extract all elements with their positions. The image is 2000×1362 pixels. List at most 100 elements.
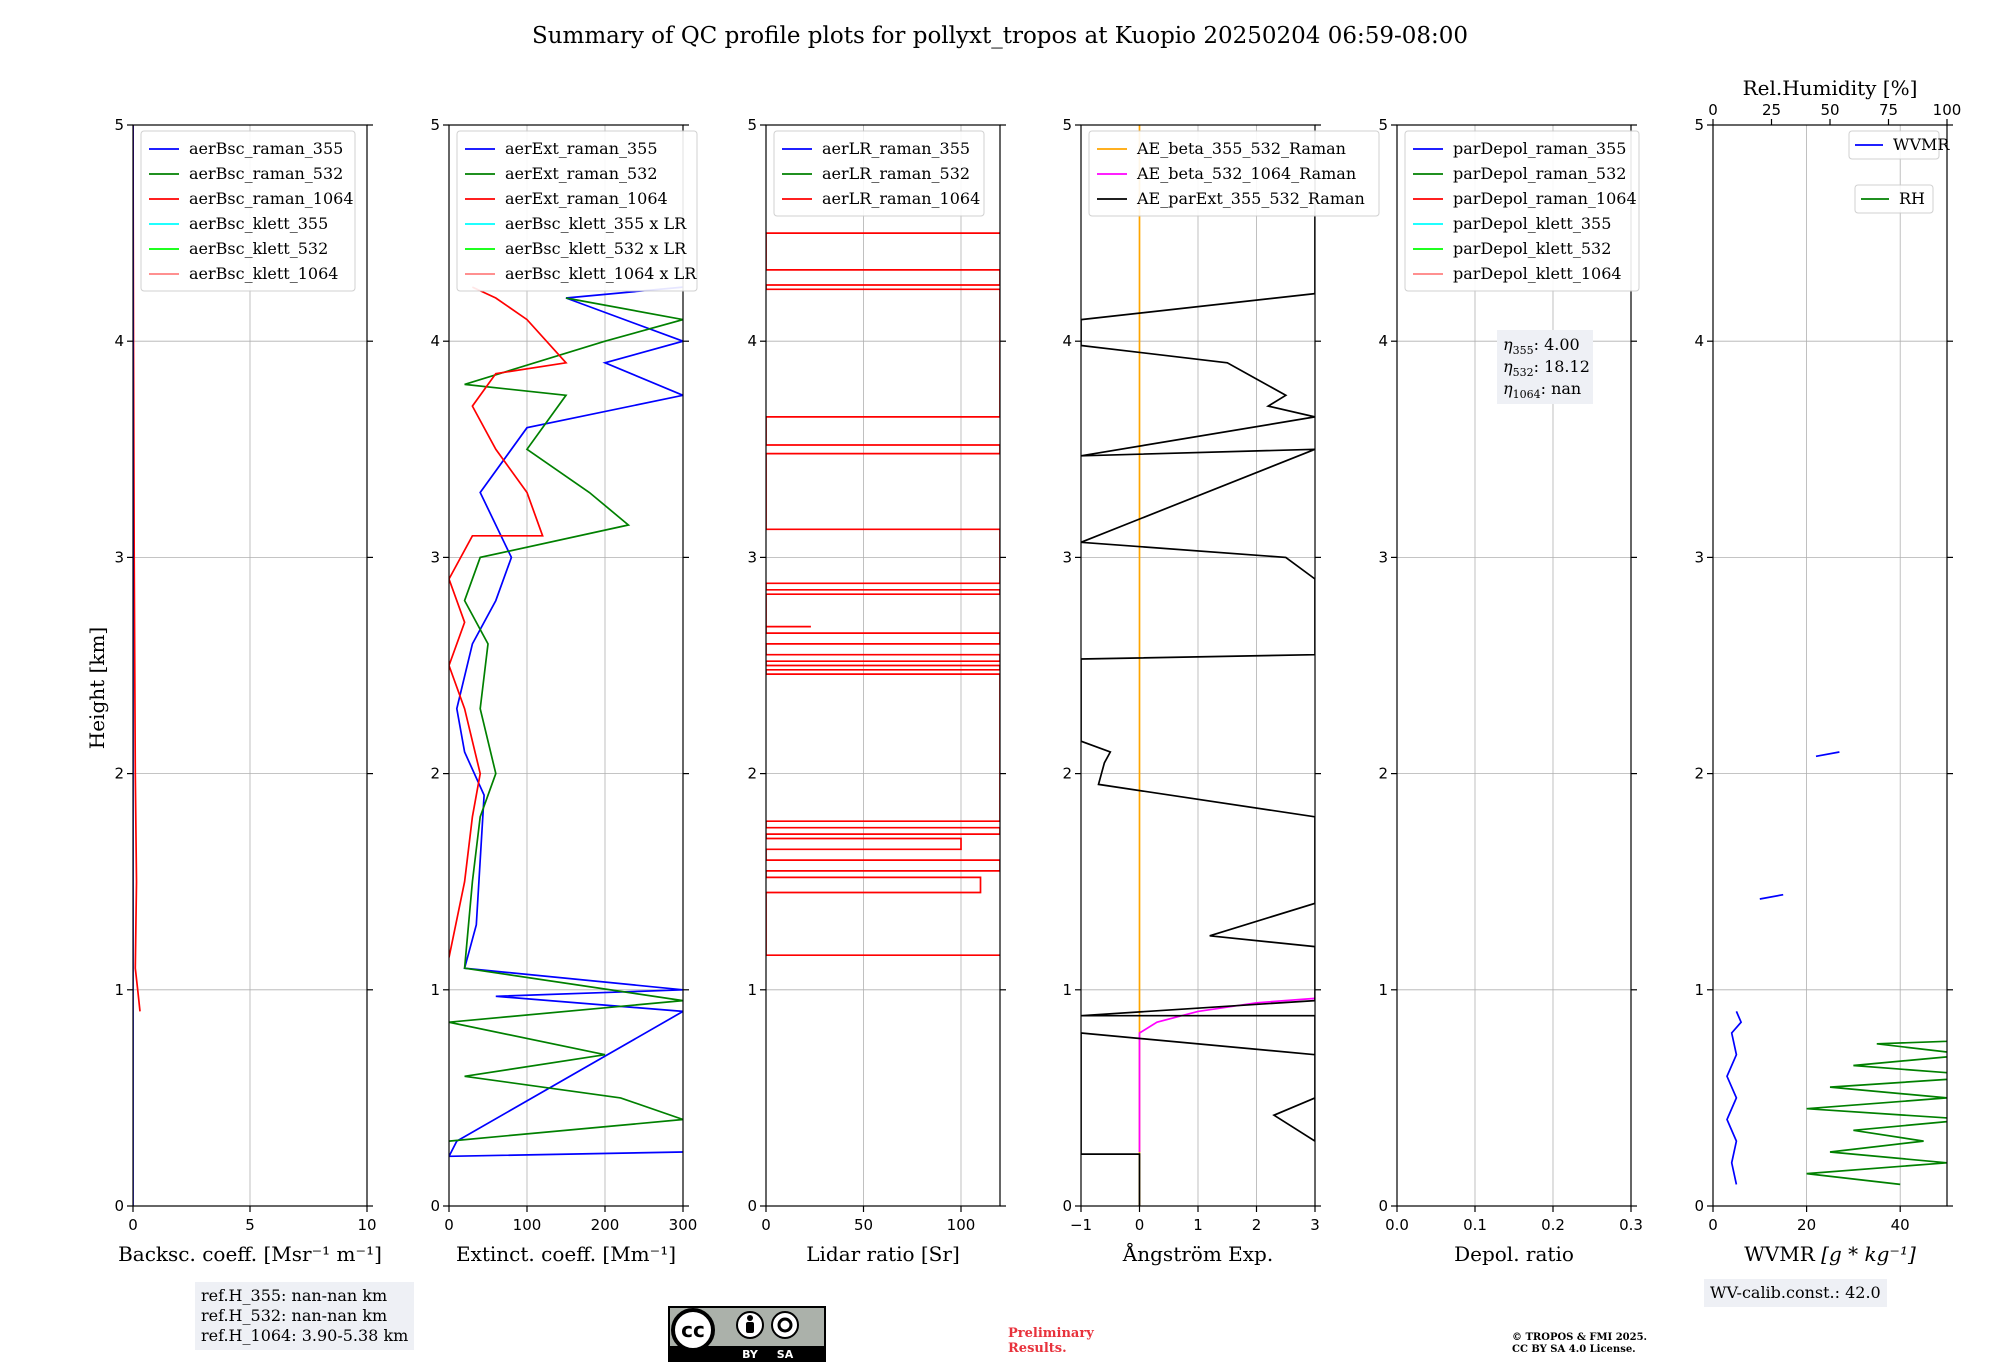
- x-tick-label: 50: [854, 1216, 873, 1234]
- ref-height-532: ref.H_532: nan-nan km: [201, 1306, 388, 1325]
- x-tick-label: 0.3: [1619, 1216, 1643, 1234]
- series-line-aerbsc-raman-1064: [133, 125, 141, 1012]
- series-line-wvmr-segment-2: [1815, 751, 1840, 758]
- x-tick-label: 40: [1891, 1216, 1910, 1234]
- wv-calib-box: WV-calib.const.: 42.0: [1704, 1279, 1887, 1307]
- legend-entry: aerBsc_klett_355 x LR: [505, 214, 687, 233]
- by-label: BY: [742, 1348, 759, 1361]
- series-line-ae-parext-355-532-raman: [1081, 211, 1315, 1206]
- y-tick-label: 4: [747, 332, 757, 350]
- legend-entry: parDepol_klett_1064: [1453, 264, 1622, 283]
- series-line-aerext-raman-532: [449, 297, 683, 1142]
- y-tick-label: 5: [1062, 116, 1072, 134]
- y-tick-label: 0: [114, 1197, 124, 1215]
- y-tick-label: 4: [114, 332, 124, 350]
- y-tick-label: 3: [1062, 548, 1072, 566]
- series-group: [1726, 751, 1947, 1186]
- x-tick-label: 1: [1193, 1216, 1203, 1234]
- top-tick-label: 25: [1762, 101, 1781, 119]
- legend-entry: parDepol_klett_355: [1453, 214, 1611, 233]
- x-tick-label: 0: [761, 1216, 771, 1234]
- axes-frame: [448, 124, 684, 1207]
- x-tick-label: 3: [1310, 1216, 1320, 1234]
- x-axis-label: Lidar ratio [Sr]: [806, 1242, 960, 1266]
- panel-lidar-ratio: 0 50 100 0 1 2 3 4 5 Lidar ratio [Sr] aerLR_raman_…: [747, 116, 1006, 1266]
- legend-entry: WVMR: [1893, 135, 1950, 154]
- y-tick-label: 4: [430, 332, 440, 350]
- y-tick-label: 2: [747, 765, 757, 783]
- y-tick-label: 2: [430, 765, 440, 783]
- eta-1064: η1064: nan: [1503, 379, 1581, 401]
- panel-wvmr: 0 20 40 0 1 2 3 4 5 WVMR [g * kg⁻¹] 0 25 50 75 100 Rel.…: [1694, 76, 1961, 1266]
- y-tick-label: 2: [1378, 765, 1388, 783]
- y-tick-label: 0: [747, 1197, 757, 1215]
- top-tick-label: 50: [1820, 101, 1839, 119]
- axes-frame: [1396, 124, 1632, 1207]
- eta-box: [1497, 330, 1593, 404]
- panel-backscatter: 0 5 10 0 1 2 3 4 5 Backsc. coeff. [Msr⁻¹ m⁻¹] aerB…: [114, 116, 381, 1266]
- series-line-wvmr-segment-1: [1759, 893, 1784, 900]
- x-tick-label: 20: [1797, 1216, 1816, 1234]
- eta-355: η355: 4.00: [1503, 335, 1580, 357]
- y-tick-label: 1: [747, 981, 757, 999]
- x-tick-label: 0: [444, 1216, 454, 1234]
- eta-value: : 18.12: [1534, 357, 1590, 376]
- x-axis-label: WVMR [g * kg⁻¹]: [1744, 1242, 1916, 1266]
- eta-532: η532: 18.12: [1503, 357, 1590, 379]
- wv-calib-text: WV-calib.const.: 42.0: [1710, 1283, 1881, 1302]
- y-tick-label: 2: [114, 765, 124, 783]
- eta-symbol: η: [1503, 357, 1513, 376]
- y-tick-label: 0: [430, 1197, 440, 1215]
- legend-entry: RH: [1899, 189, 1925, 208]
- legend-box: [456, 130, 698, 292]
- copyright-line1: © TROPOS & FMI 2025.: [1512, 1332, 1648, 1343]
- y-tick-label: 3: [114, 548, 124, 566]
- y-axis-label: Height [km]: [85, 627, 109, 749]
- y-tick-label: 0: [1378, 1197, 1388, 1215]
- series-line-ae-beta-532-1064-raman: [1138, 997, 1315, 1152]
- ref-height-355: ref.H_355: nan-nan km: [201, 1286, 388, 1305]
- series-line-aerext-raman-1064: [449, 286, 568, 958]
- top-axis-label: Rel.Humidity [%]: [1743, 76, 1918, 100]
- cc-mark: cc: [681, 1318, 705, 1342]
- y-tick-label: 5: [114, 116, 124, 134]
- y-tick-label: 5: [747, 116, 757, 134]
- axes-frame: [1712, 124, 1948, 1207]
- x-tick-label: 0.2: [1541, 1216, 1565, 1234]
- legend-entry: aerExt_raman_355: [505, 139, 658, 158]
- legend-entry: parDepol_klett_532: [1453, 239, 1611, 258]
- legend-box: [1404, 130, 1640, 292]
- preliminary-line1: Preliminary: [1008, 1326, 1094, 1341]
- legend-entry: aerBsc_klett_1064: [189, 264, 338, 283]
- y-tick-label: 0: [1694, 1197, 1704, 1215]
- top-tick-label: 0: [1708, 101, 1718, 119]
- legend-box: [1854, 184, 1934, 214]
- legend-entry: aerBsc_raman_532: [189, 164, 343, 183]
- y-tick-label: 1: [114, 981, 124, 999]
- y-tick-label: 1: [1062, 981, 1072, 999]
- copyright-note: © TROPOS & FMI 2025. CC BY SA 4.0 Licens…: [1512, 1332, 1647, 1356]
- y-tick-label: 3: [430, 548, 440, 566]
- sa-icon: [771, 1311, 799, 1339]
- y-tick-label: 3: [747, 548, 757, 566]
- series-line-aerext-raman-355: [449, 286, 683, 1158]
- y-tick-label: 1: [1694, 981, 1704, 999]
- y-tick-label: 1: [430, 981, 440, 999]
- legend-entry: aerBsc_klett_532: [189, 239, 328, 258]
- legend-entry: aerExt_raman_532: [505, 164, 658, 183]
- legend-entry: aerBsc_klett_532 x LR: [505, 239, 687, 258]
- legend-box: [1088, 130, 1380, 217]
- eta-symbol: η: [1503, 379, 1513, 398]
- legend-entry: parDepol_raman_355: [1453, 139, 1626, 158]
- legend-entry: aerLR_raman_1064: [822, 189, 980, 208]
- eta-subscript: 355: [1513, 344, 1534, 357]
- panel-depol: 0.0 0.1 0.2 0.3 0 1 2 3 4 5 Depol. ratio parDepol_r…: [1378, 116, 1642, 1266]
- series-group: [449, 286, 683, 1158]
- legend-entry: aerBsc_raman_355: [189, 139, 343, 158]
- ref-heights-box: ref.H_355: nan-nan km ref.H_532: nan-nan…: [195, 1282, 415, 1350]
- x-tick-label: 0.0: [1385, 1216, 1409, 1234]
- y-tick-label: 4: [1378, 332, 1388, 350]
